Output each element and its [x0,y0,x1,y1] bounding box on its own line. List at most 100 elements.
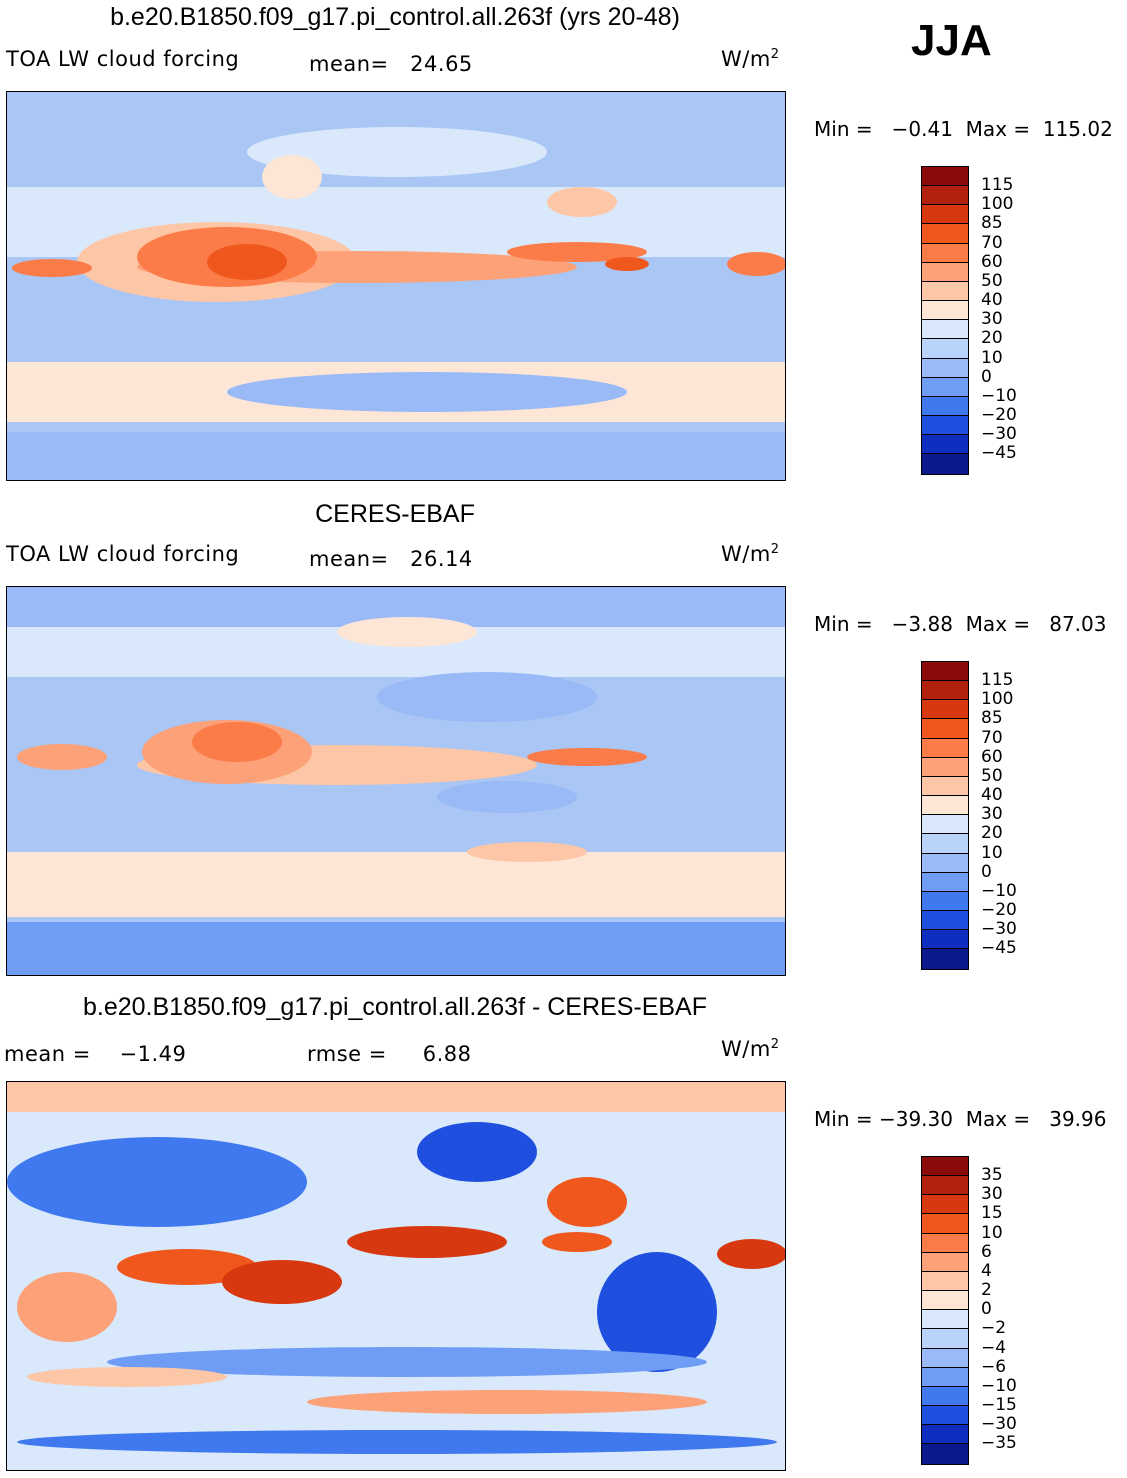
colorbar-tick-label: −20 [981,405,1017,426]
colorbar-tick-label: 85 [981,213,1003,234]
panel-3-colorbar [921,1156,969,1465]
colorbar-tick-label: 0 [981,1299,992,1320]
panel-3-colorbar-cell [922,1425,968,1445]
colorbar-tick-label: 115 [981,670,1014,690]
panel-1-colorbar-cell [922,167,968,187]
panel-3-colorbar-cell [922,1444,968,1464]
panel-2-colorbar-cell [922,796,968,816]
panel-1-colorbar-cell [922,243,968,263]
panel-2-title: CERES-EBAF [315,500,475,528]
colorbar-tick-label: 30 [981,309,1003,330]
panel-2-left-label: TOA LW cloud forcing [6,542,240,566]
panel-2-colorbar-cell [922,872,968,892]
colorbar-tick-label: 60 [981,746,1003,767]
panel-2-colorbar-cell [922,738,968,758]
panel-3-units: W/m2 [721,1037,780,1061]
colorbar-tick-label: 20 [981,328,1003,349]
colorbar-tick-label: −20 [981,900,1017,921]
colorbar-tick-label: −4 [981,1337,1007,1358]
panel-1-colorbar-cell [922,224,968,244]
panel-3-colorbar-cell [922,1233,968,1253]
colorbar-tick-label: 0 [981,861,992,882]
panel-1-colorbar-cell [922,396,968,417]
colorbar-tick-label: 35 [981,1165,1003,1185]
panel-2-colorbar-cell [922,911,968,931]
colorbar-tick-label: 10 [981,842,1003,863]
colorbar-tick-label: 6 [981,1241,992,1262]
panel-2-colorbar-cell [922,776,968,797]
colorbar-tick-label: 115 [981,175,1014,195]
colorbar-tick-label: 50 [981,270,1003,291]
colorbar-tick-label: 30 [981,1184,1003,1205]
panel-1-colorbar-cell [922,416,968,436]
colorbar-tick-label: −45 [981,443,1017,464]
panel-3-colorbar-cell [922,1271,968,1292]
panel-3-colorbar-cell [922,1291,968,1311]
panel-1-colorbar-cell [922,454,968,474]
panel-1-colorbar-cell [922,339,968,359]
colorbar-tick-label: 20 [981,823,1003,844]
panel-2-colorbar-cell [922,930,968,950]
panel-2-colorbar-cell [922,757,968,777]
colorbar-tick-label: −2 [981,1318,1007,1339]
panel-3-left-label: mean = −1.49 [4,1042,187,1066]
panel-1-colorbar-cell [922,320,968,340]
panel-3-colorbar-cell [922,1310,968,1330]
panel-1-colorbar-cell [922,301,968,321]
season-label: JJA [911,16,992,65]
colorbar-tick-label: 0 [981,366,992,387]
panel-1-colorbar-cell [922,358,968,378]
panel-3-title: b.e20.B1850.f09_g17.pi_control.all.263f … [83,993,707,1021]
panel-2-units: W/m2 [721,542,780,566]
panel-1-stat: mean= 24.65 [309,52,473,76]
panel-2-minmax: Min = −3.88 Max = 87.03 [814,612,1107,636]
panel-2-map [6,586,786,976]
panel-3-colorbar-cell [922,1386,968,1407]
panel-2-colorbar-cell [922,891,968,912]
colorbar-tick-label: −30 [981,919,1017,940]
panel-3-stat: rmse = 6.88 [307,1042,472,1066]
panel-3-colorbar-labels: 35 30 15 10 6 4 2 0 −2 −4 −6 −10 −15 −30… [981,1165,1017,1454]
panel-1-colorbar-cell [922,281,968,302]
colorbar-tick-label: −45 [981,938,1017,959]
colorbar-tick-label: 70 [981,727,1003,748]
panel-2-colorbar-cell [922,700,968,720]
panel-2-colorbar-cell [922,662,968,682]
panel-2-colorbar-cell [922,681,968,701]
panel-3-minmax: Min = −39.30 Max = 39.96 [814,1107,1107,1131]
colorbar-tick-label: 40 [981,785,1003,806]
colorbar-tick-label: 85 [981,708,1003,729]
panel-2-colorbar-cell [922,834,968,854]
panel-2-colorbar-cell [922,815,968,835]
panel-3-map [6,1081,786,1471]
colorbar-tick-label: 2 [981,1280,992,1301]
panel-1-colorbar-labels: 115 100 85 70 60 50 40 30 20 10 0 −10 −2… [981,175,1017,464]
panel-3-colorbar-cell [922,1252,968,1272]
panel-3-colorbar-cell [922,1157,968,1177]
colorbar-tick-label: −30 [981,424,1017,445]
panel-1-units: W/m2 [721,47,780,71]
colorbar-tick-label: 100 [981,194,1014,215]
colorbar-tick-label: −6 [981,1356,1007,1377]
panel-3-colorbar-cell [922,1329,968,1349]
panel-1-map [6,91,786,481]
colorbar-tick-label: −10 [981,385,1017,406]
panel-3-colorbar-cell [922,1214,968,1234]
panel-1-title: b.e20.B1850.f09_g17.pi_control.all.263f … [110,3,680,31]
panel-1-colorbar-cell [922,205,968,225]
panel-2-stat: mean= 26.14 [309,547,473,571]
panel-1-colorbar-cell [922,262,968,282]
panel-3-colorbar-cell [922,1176,968,1196]
colorbar-tick-label: −30 [981,1414,1017,1435]
colorbar-tick-label: 30 [981,804,1003,825]
panel-2-colorbar [921,661,969,970]
colorbar-tick-label: 70 [981,232,1003,253]
colorbar-tick-label: −10 [981,880,1017,901]
colorbar-tick-label: 4 [981,1260,992,1281]
panel-1-colorbar [921,166,969,475]
panel-3-colorbar-cell [922,1348,968,1368]
colorbar-tick-label: −15 [981,1395,1017,1416]
colorbar-tick-label: 60 [981,251,1003,272]
colorbar-tick-label: −10 [981,1375,1017,1396]
panel-3-colorbar-cell [922,1406,968,1426]
